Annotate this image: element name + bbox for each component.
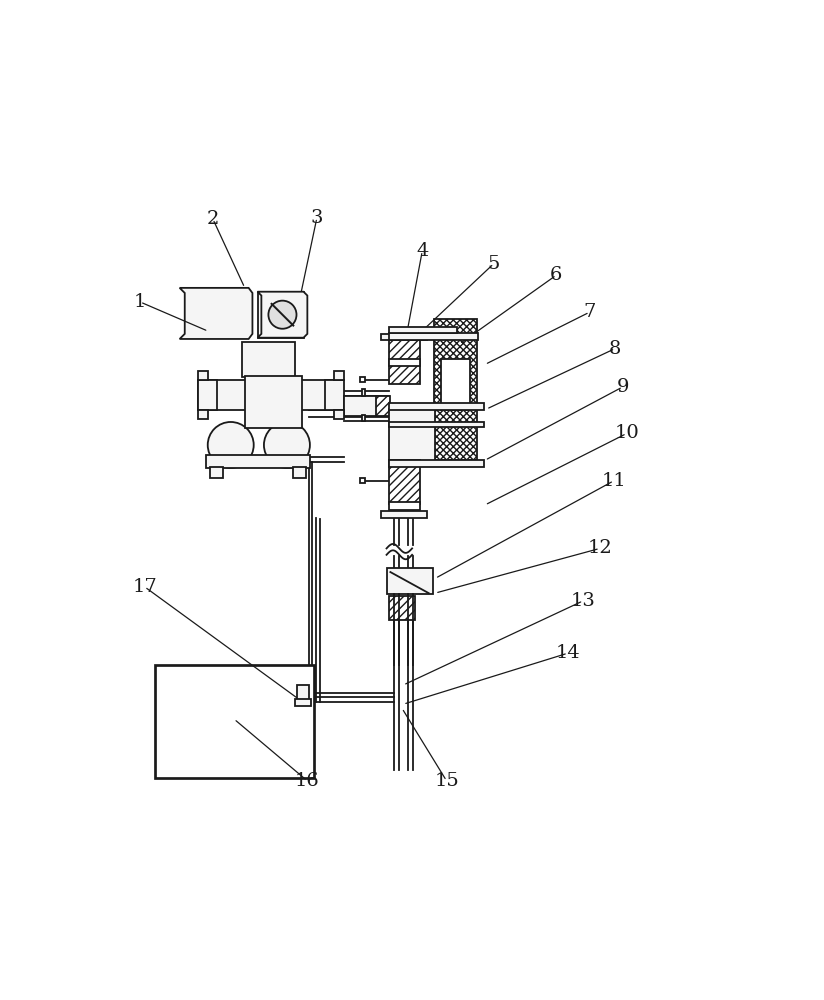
Bar [198, 380, 217, 410]
Circle shape [264, 422, 310, 468]
Text: 6: 6 [550, 266, 563, 284]
Bar [442, 359, 470, 410]
Bar [389, 333, 479, 340]
Bar [386, 568, 433, 594]
Bar [389, 340, 419, 384]
Text: 8: 8 [609, 340, 621, 358]
Bar [382, 334, 428, 340]
Text: 14: 14 [555, 644, 580, 662]
Bar [389, 422, 484, 427]
Bar [360, 377, 365, 382]
Bar [389, 403, 484, 410]
Bar [198, 371, 208, 380]
Bar [360, 478, 365, 483]
Bar [389, 409, 435, 462]
Bar [198, 410, 208, 419]
Bar [335, 410, 344, 419]
Bar [293, 467, 306, 478]
Text: 5: 5 [488, 255, 500, 273]
Bar [389, 359, 419, 366]
Bar [258, 292, 303, 338]
Text: 13: 13 [571, 592, 596, 610]
Text: 17: 17 [132, 578, 157, 596]
Circle shape [269, 301, 297, 329]
Polygon shape [258, 292, 307, 338]
Text: 12: 12 [588, 539, 612, 557]
Bar [362, 389, 366, 396]
Bar [389, 596, 414, 620]
Bar [242, 342, 294, 377]
Text: 2: 2 [207, 210, 219, 228]
Bar [389, 327, 456, 333]
Circle shape [208, 422, 254, 468]
Bar [325, 380, 344, 410]
Bar [389, 460, 484, 467]
Text: 1: 1 [133, 293, 146, 311]
Bar [362, 415, 366, 421]
Text: 11: 11 [602, 472, 626, 490]
Text: 9: 9 [616, 378, 629, 396]
Text: 15: 15 [434, 772, 459, 790]
Text: 10: 10 [614, 424, 639, 442]
Bar [335, 371, 344, 380]
Bar [389, 460, 419, 504]
Bar [207, 455, 310, 468]
Bar [377, 396, 391, 416]
Text: 4: 4 [416, 242, 428, 260]
Text: 7: 7 [583, 303, 596, 321]
Bar [344, 396, 382, 416]
Bar [156, 665, 314, 778]
Bar [295, 699, 311, 706]
Polygon shape [180, 288, 252, 339]
Text: 3: 3 [311, 209, 323, 227]
Bar [382, 511, 428, 518]
Bar [198, 380, 343, 410]
Bar [433, 319, 477, 460]
Bar [389, 502, 419, 510]
Bar [210, 467, 223, 478]
Bar [245, 376, 302, 428]
Text: 16: 16 [295, 772, 320, 790]
Bar [297, 685, 309, 702]
